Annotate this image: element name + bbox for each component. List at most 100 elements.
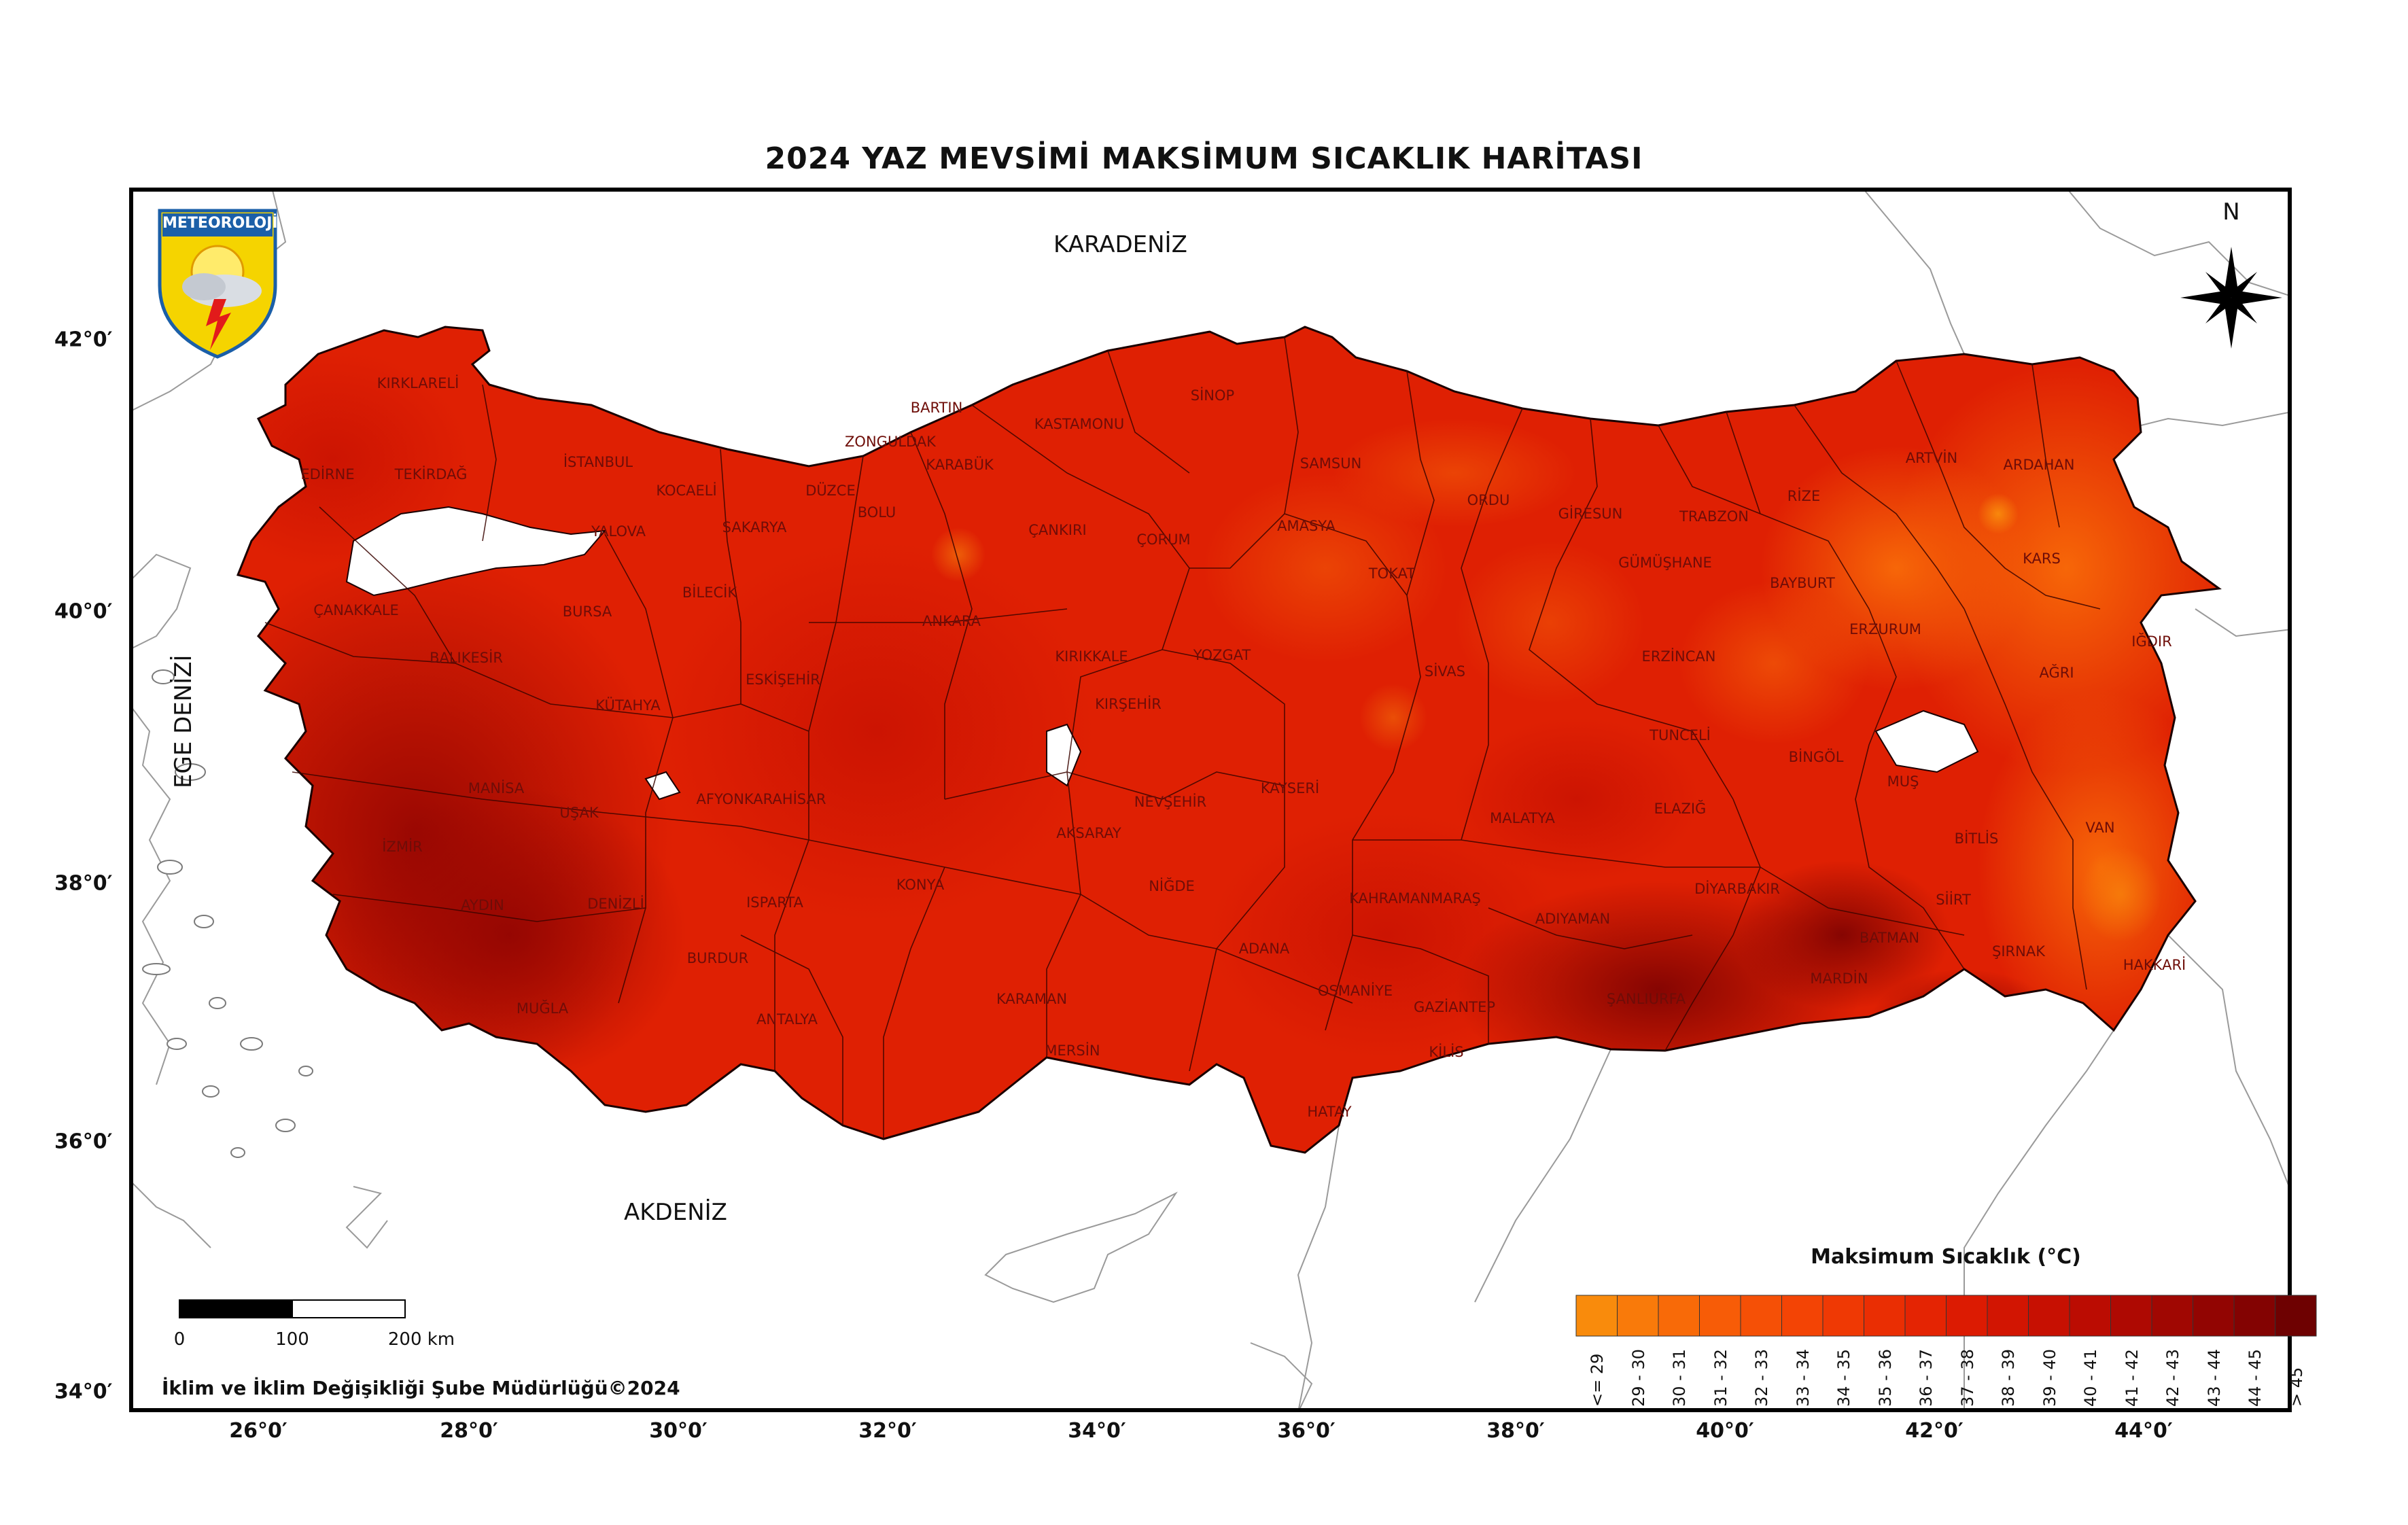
lakes	[644, 709, 1979, 801]
province-label: MARDİN	[1810, 970, 1868, 987]
province-label: ÇORUM	[1136, 531, 1191, 548]
province-label: KONYA	[896, 877, 945, 893]
province-label: ISPARTA	[746, 894, 803, 911]
legend-swatch	[1946, 1295, 1988, 1337]
meteoroloji-logo: METEOROLOJİ	[153, 204, 282, 363]
province-label: RİZE	[1787, 488, 1821, 504]
province-label: BARTIN	[910, 400, 963, 416]
province-label: ARDAHAN	[2003, 457, 2075, 473]
province-label: IĞDIR	[2131, 633, 2172, 650]
lat-label-36: 36°0′	[54, 1129, 113, 1154]
province-label: ADANA	[1238, 941, 1290, 957]
legend-swatch	[1781, 1295, 1824, 1337]
province-label: AYDIN	[461, 897, 504, 913]
province-label: HAKKARİ	[2123, 957, 2186, 973]
province-label: MANİSA	[468, 780, 525, 796]
province-label: ZONGULDAK	[845, 434, 936, 450]
province-label: YALOVA	[591, 523, 646, 540]
lon-label-28: 28°0′	[440, 1419, 498, 1443]
province-label: ÇANKIRI	[1028, 522, 1087, 538]
legend-class-label: 30 - 31	[1670, 1349, 1689, 1407]
province-label: AKSARAY	[1056, 825, 1121, 841]
sea-label-karadeniz: KARADENİZ	[1053, 231, 1187, 258]
legend-swatch	[2233, 1295, 2275, 1337]
province-label: VAN	[2085, 820, 2115, 836]
lon-label-40: 40°0′	[1696, 1419, 1754, 1443]
legend-swatch	[1658, 1295, 1700, 1337]
lon-label-30: 30°0′	[649, 1419, 708, 1443]
province-label: YOZGAT	[1193, 647, 1251, 663]
province-label: BİLECİK	[682, 584, 737, 601]
province-label: SİİRT	[1936, 892, 1971, 908]
lat-label-42: 42°0′	[54, 328, 113, 352]
province-label: DÜZCE	[805, 483, 856, 499]
province-label: KÜTAHYA	[595, 697, 661, 714]
province-label: KARAMAN	[996, 991, 1068, 1007]
province-label: KIRIKKALE	[1055, 648, 1128, 665]
province-label: BURSA	[562, 603, 612, 620]
province-label: BİNGÖL	[1788, 749, 1844, 765]
province-label: ŞANLIURFA	[1606, 991, 1686, 1007]
scale-bar	[179, 1299, 410, 1329]
province-label: GÜMÜŞHANE	[1618, 555, 1712, 571]
legend-swatch	[2028, 1295, 2070, 1337]
legend-swatch	[2275, 1295, 2317, 1337]
legend-swatch	[2069, 1295, 2111, 1337]
province-label: KOCAELİ	[656, 483, 717, 499]
province-label: KAHRAMANMARAŞ	[1349, 890, 1481, 907]
legend-class-label: 44 - 45	[2246, 1349, 2265, 1407]
legend-class-label: > 45	[2286, 1367, 2306, 1407]
legend-swatch	[1740, 1295, 1782, 1337]
province-label: İZMİR	[382, 839, 423, 855]
province-label: KİLİS	[1429, 1044, 1464, 1060]
province-label: SİVAS	[1424, 663, 1466, 680]
province-label: MUŞ	[1887, 773, 1919, 790]
legend-swatch	[1904, 1295, 1947, 1337]
province-label: KASTAMONU	[1034, 416, 1125, 432]
scale-label-0: 0	[173, 1329, 186, 1350]
province-label: DİYARBAKIR	[1694, 881, 1780, 897]
sea-label-ege: EGE DENİZİ	[170, 654, 197, 788]
province-label: EDİRNE	[300, 466, 355, 483]
province-label: ERZURUM	[1849, 621, 1921, 637]
province-label: KAYSERİ	[1260, 780, 1320, 796]
legend-class-label: 32 - 33	[1752, 1349, 1771, 1407]
province-label: SİNOP	[1190, 387, 1235, 404]
province-label: ANKARA	[922, 613, 981, 629]
legend-swatch	[1987, 1295, 2029, 1337]
credit-text: İklim ve İklim Değişikliği Şube Müdürlüğ…	[162, 1377, 680, 1399]
legend-swatch	[2151, 1295, 2193, 1337]
lat-label-34: 34°0′	[54, 1380, 113, 1404]
province-label: TUNCELİ	[1650, 727, 1711, 743]
province-label: ERZİNCAN	[1641, 648, 1716, 665]
province-label: NİĞDE	[1149, 878, 1195, 894]
province-label: BOLU	[857, 504, 896, 521]
province-label: KIRKLARELİ	[377, 375, 459, 391]
province-label: GİRESUN	[1558, 506, 1623, 522]
province-label: DENİZLİ	[587, 896, 644, 912]
lon-label-36: 36°0′	[1277, 1419, 1336, 1443]
frame-border	[129, 188, 2292, 1412]
province-label: MERSİN	[1045, 1042, 1100, 1059]
province-label: ORDU	[1467, 492, 1510, 508]
province-label: ESKİŞEHİR	[746, 671, 820, 688]
legend-swatch	[1822, 1295, 1864, 1337]
province-label: ELAZIĞ	[1654, 801, 1707, 817]
province-label: AFYONKARAHİSAR	[696, 791, 826, 807]
legend-class-label: 43 - 44	[2204, 1349, 2224, 1407]
province-label: TOKAT	[1368, 565, 1416, 582]
compass-icon	[2180, 247, 2282, 349]
legend-class-label: 34 - 35	[1834, 1349, 1853, 1407]
legend-title: Maksimum Sıcaklık (°C)	[1811, 1245, 2081, 1269]
province-label: BAYBURT	[1770, 575, 1835, 591]
province-label: BALIKESİR	[430, 650, 503, 666]
legend-class-label: 39 - 40	[2040, 1349, 2059, 1407]
map-frame	[129, 188, 2292, 1412]
legend-class-label: 33 - 34	[1793, 1349, 1813, 1407]
province-label: TRABZON	[1679, 508, 1749, 525]
lon-label-32: 32°0′	[858, 1419, 917, 1443]
scale-label-200: 200 km	[387, 1329, 455, 1350]
province-label: ÇANAKKALE	[313, 602, 399, 618]
legend-swatch	[2193, 1295, 2235, 1337]
aegean-islands	[142, 669, 313, 1158]
